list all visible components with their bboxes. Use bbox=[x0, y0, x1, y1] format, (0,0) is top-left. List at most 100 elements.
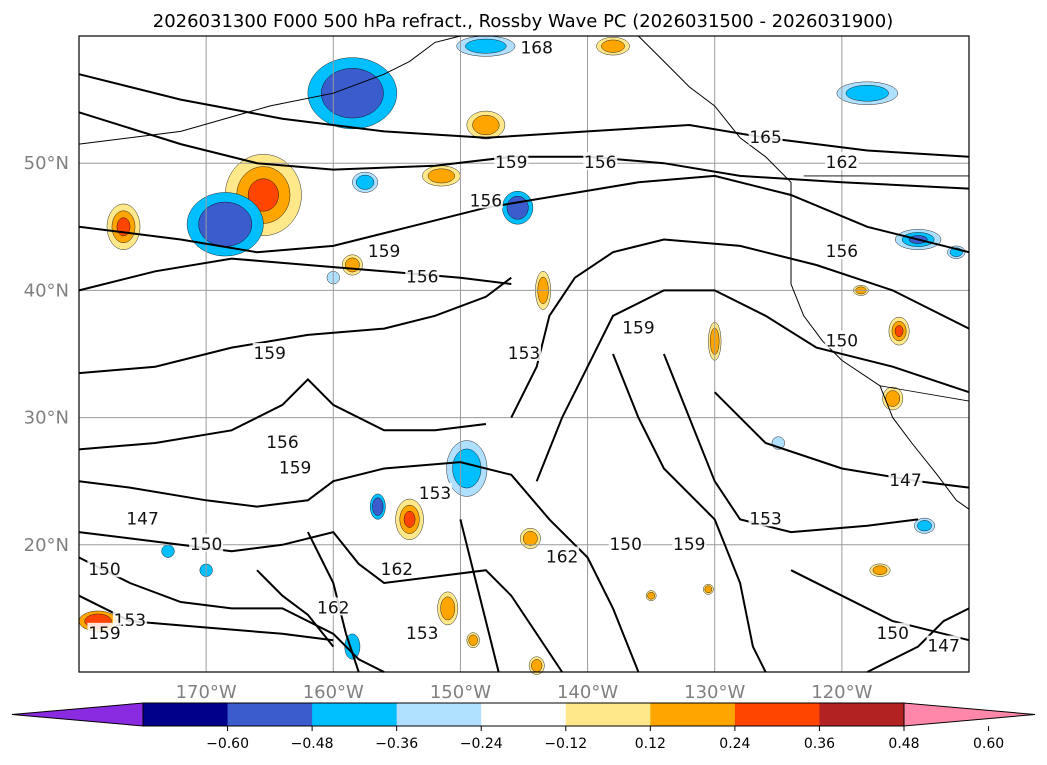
contour-label: 159 bbox=[622, 319, 654, 339]
lon-tick-label: 120°W bbox=[811, 682, 872, 703]
lat-tick-label: 40°N bbox=[24, 280, 69, 301]
lat-tick-label: 20°N bbox=[24, 535, 69, 556]
contour-line bbox=[78, 377, 487, 451]
contour-label: 153 bbox=[114, 611, 146, 631]
contour-label-bg bbox=[608, 533, 643, 552]
contour-label-bg bbox=[125, 508, 160, 527]
contour-label: 162 bbox=[546, 548, 578, 568]
contour-label: 156 bbox=[470, 191, 502, 211]
anomaly-patch bbox=[468, 634, 478, 646]
lon-tick-label: 140°W bbox=[557, 682, 618, 703]
colorbar-bin bbox=[819, 703, 905, 726]
lon-tick-label: 170°W bbox=[176, 682, 237, 703]
anomaly-patch bbox=[427, 168, 455, 184]
contour-label: 159 bbox=[673, 535, 705, 555]
contour-label-bg bbox=[824, 152, 859, 171]
contour-label-bg bbox=[672, 533, 707, 552]
anomaly-patch bbox=[506, 195, 529, 220]
colorbar-bin bbox=[227, 703, 313, 726]
contour-line bbox=[535, 289, 970, 482]
map-border bbox=[78, 35, 970, 673]
chart-title: 2026031300 F000 500 hPa refract., Rossby… bbox=[153, 11, 894, 32]
contour-label-bg bbox=[316, 597, 351, 616]
contour-label-bg bbox=[405, 622, 440, 641]
colorbar-bin bbox=[734, 703, 820, 726]
contour-label: 153 bbox=[508, 344, 540, 364]
colorbar-tick-label: 0.60 bbox=[973, 736, 1004, 752]
contour-label-bg bbox=[278, 457, 313, 476]
contour-label-bg bbox=[367, 241, 402, 260]
colorbar-bin bbox=[650, 703, 736, 726]
colorbar-extend-low bbox=[11, 702, 144, 727]
contour-line bbox=[78, 73, 970, 158]
contour-label-bg bbox=[494, 152, 529, 171]
contour-label-bg bbox=[519, 37, 554, 56]
contour-label: 162 bbox=[826, 153, 858, 173]
lon-tick-label: 160°W bbox=[303, 682, 364, 703]
contour-label-bg bbox=[418, 482, 452, 501]
contour-label: 159 bbox=[279, 458, 311, 478]
anomaly-patch bbox=[403, 511, 416, 528]
contour-line bbox=[510, 238, 970, 419]
contour-line bbox=[612, 353, 767, 673]
lat-tick-label: 30°N bbox=[24, 408, 69, 429]
contour-label-bg bbox=[87, 559, 122, 578]
contour-label-bg bbox=[824, 241, 859, 260]
contour-label: 156 bbox=[266, 433, 298, 453]
contour-label: 159 bbox=[88, 624, 120, 644]
anomaly-patch bbox=[872, 565, 888, 575]
contour-label: 165 bbox=[749, 128, 781, 148]
colorbar-tick-label: 0.36 bbox=[804, 736, 835, 752]
contour-label: 156 bbox=[406, 268, 438, 288]
contour-label: 153 bbox=[406, 624, 438, 644]
contour-line bbox=[866, 607, 970, 673]
contour-label: 168 bbox=[520, 39, 552, 59]
lon-tick-label: 150°W bbox=[430, 682, 491, 703]
contour-label-bg bbox=[87, 622, 122, 641]
contour-line bbox=[78, 276, 512, 375]
colorbar-extend-high bbox=[903, 702, 1036, 727]
anomaly-patch bbox=[440, 596, 456, 621]
anomaly-patch bbox=[917, 520, 932, 532]
colorbar-bin bbox=[396, 703, 482, 726]
contour-label-bg bbox=[748, 126, 783, 145]
colorbar-tick-label: −0.12 bbox=[544, 736, 587, 752]
contour-label: 162 bbox=[317, 598, 349, 618]
contour-label-bg bbox=[748, 508, 783, 527]
colorbar-bin bbox=[312, 703, 398, 726]
contour-label: 150 bbox=[876, 624, 908, 644]
colorbar-bin bbox=[565, 703, 651, 726]
anomaly-patch bbox=[465, 38, 507, 54]
contour-label: 159 bbox=[368, 242, 400, 262]
contour-label-bg bbox=[824, 330, 859, 349]
contour-line bbox=[662, 353, 919, 534]
contour-label: 153 bbox=[419, 484, 451, 504]
refractivity-contours bbox=[78, 73, 970, 673]
lat-tick-label: 50°N bbox=[24, 153, 69, 174]
anomaly-patch bbox=[452, 448, 482, 489]
lon-tick-label: 130°W bbox=[684, 682, 745, 703]
anomaly-patch bbox=[647, 591, 655, 600]
colorbar-tick-label: −0.60 bbox=[206, 736, 249, 752]
anomaly-patch bbox=[601, 39, 625, 53]
contour-line bbox=[459, 519, 500, 673]
contour-label-bg bbox=[468, 190, 503, 209]
lat-axis: 50°N 40°N 30°N 20°N bbox=[24, 153, 69, 556]
anomaly-patch bbox=[523, 531, 538, 546]
anomaly-patch bbox=[372, 497, 384, 516]
contour-label-bg bbox=[252, 343, 287, 361]
contour-label: 159 bbox=[495, 153, 527, 173]
contour-line bbox=[78, 174, 970, 254]
anomaly-patch bbox=[355, 174, 375, 190]
contour-label: 150 bbox=[609, 535, 641, 555]
anomaly-patch bbox=[247, 178, 279, 212]
coastline bbox=[78, 35, 970, 510]
colorbar-tick-label: −0.24 bbox=[460, 736, 503, 752]
contour-line bbox=[78, 530, 563, 673]
contour-label-bg bbox=[379, 559, 414, 578]
contour-label-bg bbox=[507, 343, 541, 361]
colorbar-tick-label: 0.12 bbox=[635, 736, 666, 752]
contour-label-bg bbox=[926, 635, 961, 654]
